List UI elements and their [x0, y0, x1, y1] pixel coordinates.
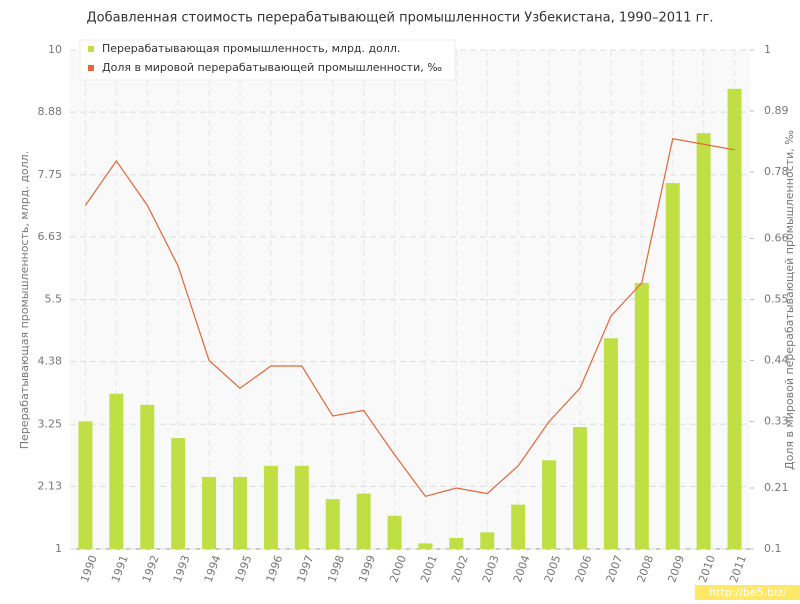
x-tick-label: 2002 [449, 553, 471, 584]
y2-tick-label: 0.89 [764, 104, 789, 117]
bar [325, 499, 340, 549]
x-tick-label: 2001 [418, 553, 440, 584]
y-tick-label: 6.63 [38, 230, 63, 243]
bar [696, 133, 711, 549]
legend-label: Перерабатывающая промышленность, млрд. д… [102, 42, 400, 55]
bar [294, 465, 309, 549]
legend: Перерабатывающая промышленность, млрд. д… [79, 39, 456, 81]
bar [727, 88, 742, 550]
y-tick-label: 4.38 [38, 355, 63, 368]
y-tick-label: 10 [48, 43, 62, 56]
legend-swatch [88, 65, 94, 71]
bar [634, 282, 649, 549]
y-axis-label: Перерабатывающая промышленность, млрд. д… [18, 151, 31, 449]
x-tick-label: 2005 [542, 553, 564, 584]
x-tick-label: 2009 [665, 553, 687, 584]
x-tick-label: 2011 [727, 553, 749, 584]
bar [511, 504, 526, 549]
legend-label: Доля в мировой перерабатывающей промышле… [102, 61, 442, 74]
y2-axis-label: Доля в мировой перерабатывающей промышле… [783, 130, 796, 470]
y-tick-label: 8.88 [38, 105, 63, 118]
x-tick-label: 1991 [109, 553, 131, 584]
bar [233, 476, 247, 549]
bar [603, 338, 618, 549]
bar [109, 393, 124, 549]
bar [78, 421, 93, 549]
watermark-bg [695, 585, 800, 600]
bar [665, 183, 680, 550]
bar [387, 515, 402, 549]
x-tick-label: 2000 [387, 553, 409, 584]
y2-tick-label: 0.78 [764, 165, 789, 178]
y-tick-label: 1 [55, 542, 62, 555]
x-tick-label: 1999 [356, 553, 378, 584]
x-tick-label: 2008 [634, 553, 656, 584]
y-tick-label: 5.5 [45, 293, 63, 306]
x-tick-label: 1998 [325, 553, 347, 584]
x-tick-label: 2006 [573, 553, 595, 584]
y2-tick-label: 0.66 [764, 232, 789, 245]
x-tick-label: 2003 [480, 553, 502, 584]
bar [573, 427, 587, 549]
chart-title: Добавленная стоимость перерабатывающей п… [87, 11, 714, 26]
bar [202, 476, 217, 549]
x-tick-label: 2007 [604, 553, 626, 584]
x-tick-label: 1996 [264, 553, 286, 584]
y2-tick-label: 0.1 [764, 542, 782, 555]
bar [356, 493, 371, 549]
x-tick-label: 1990 [78, 553, 100, 584]
bar [263, 465, 278, 549]
y-tick-label: 7.75 [38, 168, 63, 181]
bar [418, 543, 433, 549]
line [84, 138, 735, 498]
bar [140, 404, 155, 549]
x-tick-label: 2010 [696, 553, 718, 584]
y-tick-label: 2.13 [38, 479, 63, 492]
x-tick-label: 1995 [233, 553, 255, 584]
legend-box [79, 39, 456, 81]
bar [171, 438, 186, 549]
y2-tick-label: 0.55 [764, 293, 789, 306]
y2-tick-label: 0.44 [764, 353, 789, 366]
y-tick-label: 3.25 [38, 417, 63, 430]
y2-tick-label: 0.33 [764, 414, 789, 427]
watermark: http://be5.biz/ [709, 586, 787, 599]
x-tick-label: 1997 [294, 553, 316, 584]
legend-swatch [88, 46, 94, 52]
x-tick-label: 1993 [171, 553, 193, 584]
bar [480, 532, 495, 549]
x-tick-label: 1992 [140, 553, 162, 584]
x-tick-label: 2004 [511, 553, 533, 584]
y2-tick-label: 0.21 [764, 481, 789, 494]
bar [449, 537, 464, 549]
x-tick-label: 1994 [202, 553, 224, 584]
bar [542, 460, 557, 549]
y2-tick-label: 1 [764, 43, 771, 56]
